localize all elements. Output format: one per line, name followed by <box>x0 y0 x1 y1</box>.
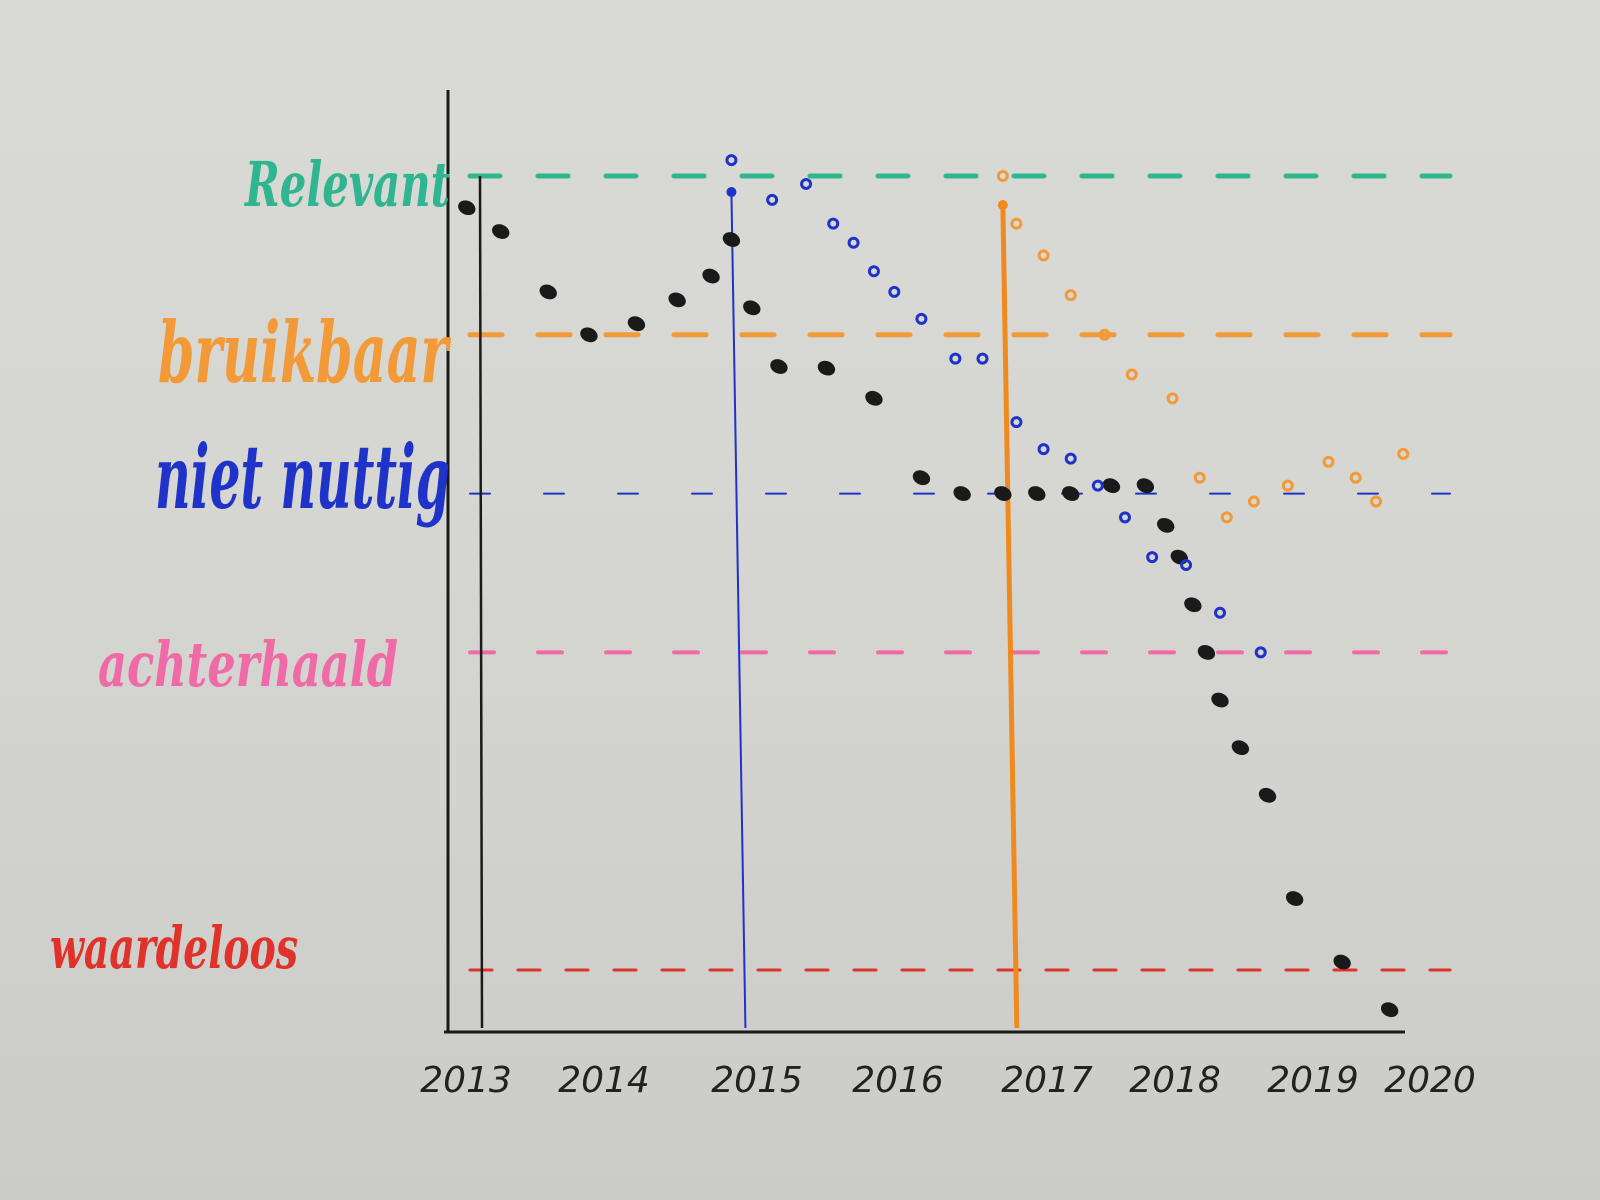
point-s2-12 <box>1349 471 1362 484</box>
axes <box>444 90 1405 1034</box>
vertical-line-top-dot-1 <box>726 187 737 197</box>
vertical-line-0 <box>478 175 484 1029</box>
point-s0-6 <box>702 268 720 284</box>
point-s1-16 <box>1180 559 1193 572</box>
point-s2-3 <box>1064 289 1077 302</box>
data-points <box>458 154 1410 1018</box>
level-labels: Relevant bruikbaar niet nuttig achterhaald w… <box>50 148 452 982</box>
point-s1-1 <box>766 193 779 206</box>
point-s1-9 <box>976 352 989 365</box>
point-s1-12 <box>1064 452 1077 465</box>
point-s1-17 <box>1214 606 1226 619</box>
point-s0-2 <box>539 284 557 300</box>
point-s2-6 <box>1166 392 1179 405</box>
level-label-3: achterhaald <box>98 628 398 701</box>
point-s0-13 <box>953 486 971 501</box>
point-s0-19 <box>1157 517 1175 533</box>
point-s1-7 <box>915 312 928 325</box>
point-s0-16 <box>1062 486 1080 501</box>
point-s1-5 <box>867 265 880 278</box>
point-s0-17 <box>1102 478 1121 494</box>
x-tick-labels: 2013 2014 2015 2016 2017 2018 2019 2020 <box>420 1060 1476 1101</box>
point-s0-8 <box>743 300 761 316</box>
point-s0-27 <box>1333 954 1351 970</box>
point-s1-14 <box>1119 511 1131 524</box>
point-s2-5 <box>1125 368 1138 381</box>
point-s0-18 <box>1136 478 1155 494</box>
level-label-4: waardeloos <box>50 914 298 982</box>
x-tick-label-2: 2015 <box>711 1060 803 1101</box>
point-s0-21 <box>1184 597 1202 613</box>
point-s0-25 <box>1258 787 1277 803</box>
point-s1-15 <box>1146 551 1159 564</box>
x-tick-label-1: 2014 <box>558 1060 650 1101</box>
point-s1-6 <box>888 285 901 298</box>
point-s0-22 <box>1197 645 1216 660</box>
point-s0-7 <box>722 232 741 247</box>
point-s2-11 <box>1322 455 1335 468</box>
point-s2-10 <box>1281 479 1294 492</box>
point-s2-1 <box>1010 217 1023 230</box>
point-s1-18 <box>1254 646 1267 659</box>
point-s2-4 <box>1098 328 1111 341</box>
vertical-line-2 <box>1000 204 1020 1029</box>
point-s2-9 <box>1247 495 1260 508</box>
point-s0-5 <box>668 292 686 308</box>
point-s0-15 <box>1028 486 1046 501</box>
x-tick-label-6: 2019 <box>1267 1060 1359 1101</box>
point-s0-1 <box>492 224 510 239</box>
level-dashed-lines <box>467 173 1453 972</box>
point-s0-11 <box>865 390 883 406</box>
point-s1-0 <box>725 154 738 167</box>
vertical-line-top-dot-2 <box>997 200 1008 210</box>
point-s0-4 <box>627 316 646 332</box>
level-label-2: niet nuttig <box>155 425 450 529</box>
x-tick-label-4: 2017 <box>1001 1060 1093 1101</box>
point-s0-23 <box>1211 692 1229 708</box>
point-s1-4 <box>847 236 860 249</box>
point-s2-0 <box>996 170 1009 182</box>
level-label-0: Relevant <box>244 148 451 221</box>
vertical-marker-lines <box>478 175 1020 1029</box>
point-s0-3 <box>580 327 598 343</box>
x-tick-label-7: 2020 <box>1384 1060 1476 1101</box>
point-s0-28 <box>1380 1002 1399 1018</box>
x-tick-label-3: 2016 <box>852 1060 944 1101</box>
point-s0-24 <box>1231 740 1250 756</box>
point-s2-13 <box>1370 495 1383 508</box>
point-s2-8 <box>1220 511 1233 524</box>
point-s1-3 <box>827 217 840 230</box>
point-s0-26 <box>1285 891 1304 906</box>
level-label-1: bruikbaar <box>158 303 452 402</box>
point-s0-10 <box>817 360 836 376</box>
point-s1-8 <box>949 352 962 365</box>
vertical-line-1 <box>730 191 747 1029</box>
x-tick-label-0: 2013 <box>420 1060 512 1101</box>
point-s0-9 <box>770 359 788 374</box>
point-s2-7 <box>1193 471 1206 484</box>
point-s1-11 <box>1037 443 1050 456</box>
point-s1-2 <box>800 177 813 190</box>
x-tick-label-5: 2018 <box>1129 1060 1221 1101</box>
point-s0-20 <box>1170 549 1188 565</box>
point-s2-14 <box>1397 447 1410 460</box>
point-s1-13 <box>1091 479 1104 492</box>
point-s2-2 <box>1037 249 1050 262</box>
point-s1-10 <box>1010 416 1023 429</box>
point-s0-14 <box>994 486 1012 501</box>
point-s0-0 <box>458 200 476 216</box>
point-s0-12 <box>912 470 931 486</box>
